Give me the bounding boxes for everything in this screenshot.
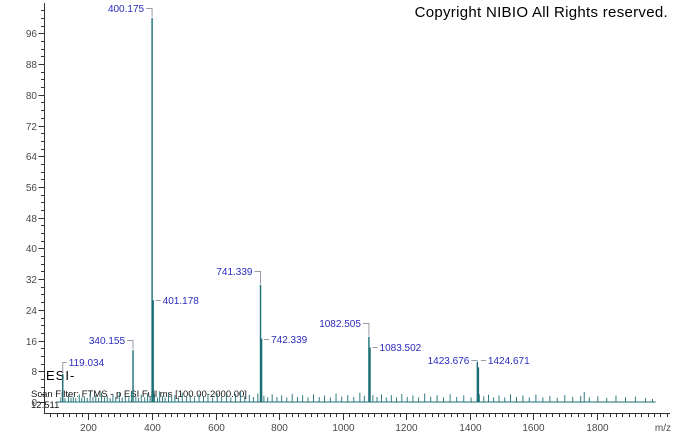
peak-label-connector	[146, 8, 153, 17]
y-tick-label: 16	[26, 337, 38, 348]
peak-label: 742.339	[271, 335, 308, 346]
retention-time-value: 12.511	[31, 400, 60, 411]
x-axis-unit-label: m/z	[655, 423, 671, 434]
scan-filter-text: Scan Filter: FTMS - p ESI Full ms [100.0…	[31, 389, 247, 400]
x-tick-label: 1200	[395, 423, 418, 434]
y-tick-label: 40	[26, 244, 38, 255]
x-tick-label: 200	[80, 423, 97, 434]
peak-label: 340.155	[89, 336, 126, 347]
y-tick-label: 48	[26, 214, 38, 225]
peak-label: 1424.671	[488, 356, 530, 367]
x-tick-label: 1600	[522, 423, 545, 434]
x-tick-label: 800	[271, 423, 288, 434]
y-tick-label: 32	[26, 275, 38, 286]
x-tick-label: 1000	[332, 423, 355, 434]
y-tick-label: 24	[26, 306, 38, 317]
ionization-mode-label: ESI-	[46, 368, 76, 383]
peak-label-connector	[127, 340, 134, 350]
peak-label: 401.178	[163, 296, 200, 307]
peak-label: 1083.502	[380, 343, 422, 354]
peak-label: 400.175	[108, 4, 145, 15]
y-tick-label: 8	[31, 367, 37, 378]
y-tick-label: 72	[26, 122, 38, 133]
peak-label: 119.034	[69, 358, 105, 369]
x-tick-label: 600	[208, 423, 225, 434]
peak-label: 1082.505	[319, 319, 361, 330]
peak-label: 1423.676	[428, 356, 470, 367]
x-tick-label: 1800	[586, 423, 609, 434]
y-tick-label: 80	[26, 91, 38, 102]
x-tick-label: 1400	[459, 423, 482, 434]
y-tick-label: 0	[31, 398, 37, 409]
x-tick-label: 400	[144, 423, 161, 434]
y-tick-label: 88	[26, 60, 38, 71]
peak-label: 741.339	[216, 267, 253, 278]
y-tick-label: 56	[26, 183, 38, 194]
peak-label-connector	[62, 362, 67, 373]
copyright-text: Copyright NIBIO All Rights reserved.	[414, 4, 668, 21]
y-tick-label: 96	[26, 29, 38, 40]
peak-label-connector	[362, 323, 370, 336]
y-tick-label: 64	[26, 152, 38, 163]
peak-label-connector	[254, 271, 262, 284]
